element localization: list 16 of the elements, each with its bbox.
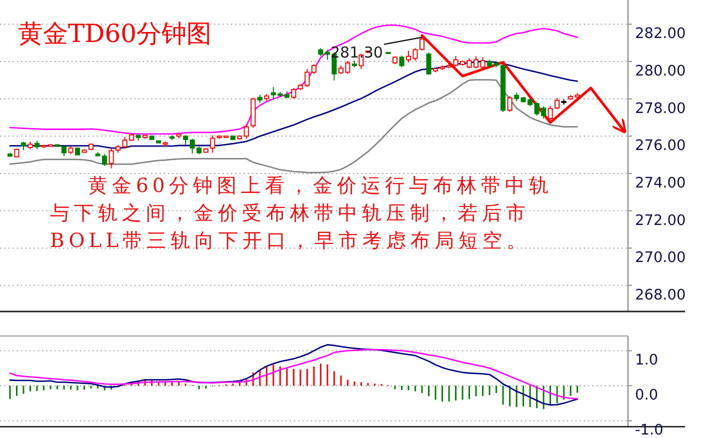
y-tick-label: 272.00 <box>635 212 686 229</box>
y-tick-label: -1.0 <box>635 422 664 438</box>
y-tick-label: 270.00 <box>635 250 686 266</box>
y-tick-label: 278.00 <box>635 100 686 117</box>
y-tick-label: 282.00 <box>635 26 686 42</box>
annotation: 281.30 <box>330 43 383 62</box>
text: 黄金TD60分钟图 <box>18 19 212 48</box>
y-tick-label: 276.00 <box>635 138 686 154</box>
y-tick-label: 274.00 <box>635 175 686 192</box>
y-tick-label: 280.00 <box>635 64 686 80</box>
y-tick-label: 268.00 <box>635 287 686 304</box>
annotation: 与下轨之间，金价受布林带中轨压制，若后市 <box>50 202 530 224</box>
annotation: 黄金60分钟图上看，金价运行与布林带中轨 <box>88 174 553 197</box>
y-tick-label: 0.0 <box>635 388 658 404</box>
annotation: BOLL带三轨向下开口，早市考虑布局短空。 <box>50 229 531 252</box>
y-tick-label: 1.0 <box>635 352 658 369</box>
